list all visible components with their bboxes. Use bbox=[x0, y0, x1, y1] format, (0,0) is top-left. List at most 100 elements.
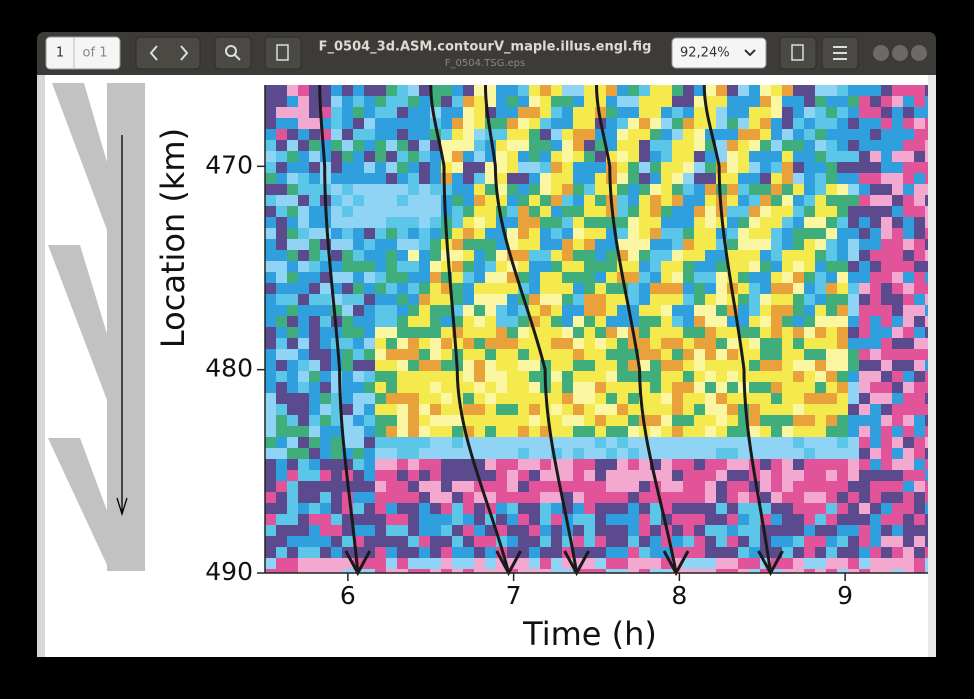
minimize-button[interactable] bbox=[873, 45, 889, 61]
heatmap-cell bbox=[804, 536, 816, 548]
heatmap-cell bbox=[584, 129, 596, 141]
heatmap-cell bbox=[815, 459, 827, 471]
heatmap-cell bbox=[683, 173, 695, 185]
heatmap-cell bbox=[892, 459, 904, 471]
zoom-select[interactable] bbox=[671, 37, 767, 69]
ramp bbox=[48, 438, 118, 565]
heatmap-cell bbox=[518, 481, 530, 493]
heatmap-cell bbox=[881, 195, 893, 207]
heatmap-cell bbox=[507, 569, 519, 573]
heatmap-cell bbox=[595, 327, 607, 339]
heatmap-cell bbox=[408, 272, 420, 284]
heatmap-cell bbox=[804, 448, 816, 460]
heatmap-cell bbox=[705, 525, 717, 537]
heatmap-cell bbox=[595, 228, 607, 240]
heatmap-cell bbox=[320, 283, 332, 295]
heatmap-cell bbox=[661, 481, 673, 493]
heatmap-cell bbox=[925, 503, 928, 515]
heatmap-cell bbox=[881, 250, 893, 262]
heatmap-cell bbox=[463, 261, 475, 273]
heatmap-cell bbox=[925, 261, 928, 273]
heatmap-cell bbox=[540, 558, 552, 570]
heatmap-cell bbox=[914, 536, 926, 548]
heatmap-cell bbox=[738, 536, 750, 548]
heatmap-cell bbox=[573, 239, 585, 251]
heatmap-cell bbox=[309, 558, 321, 570]
heatmap-cell bbox=[661, 437, 673, 449]
heatmap-cell bbox=[265, 107, 277, 119]
heatmap-cell bbox=[298, 140, 310, 152]
heatmap-cell bbox=[716, 129, 728, 141]
close-button[interactable] bbox=[911, 45, 927, 61]
heatmap-cell bbox=[529, 206, 541, 218]
heatmap-cell bbox=[474, 228, 486, 240]
annotate-button[interactable] bbox=[264, 36, 302, 70]
heatmap-cell bbox=[782, 569, 794, 573]
heatmap-cell bbox=[661, 129, 673, 141]
heatmap-cell bbox=[716, 349, 728, 361]
heatmap-cell bbox=[331, 140, 343, 152]
heatmap-cell bbox=[903, 283, 915, 295]
heatmap-cell bbox=[584, 360, 596, 372]
heatmap-cell bbox=[672, 360, 684, 372]
heatmap-cell bbox=[496, 173, 508, 185]
heatmap-cell bbox=[881, 426, 893, 438]
prev-button[interactable] bbox=[149, 45, 158, 61]
heatmap-cell bbox=[727, 514, 739, 526]
heatmap-cell bbox=[342, 448, 354, 460]
heatmap-cell bbox=[760, 426, 772, 438]
heatmap-cell bbox=[617, 173, 629, 185]
heatmap-cell bbox=[694, 371, 706, 383]
next-button[interactable] bbox=[180, 45, 189, 61]
heatmap-cell bbox=[529, 316, 541, 328]
heatmap-cell bbox=[474, 250, 486, 262]
heatmap-cell bbox=[463, 305, 475, 317]
heatmap-cell bbox=[705, 283, 717, 295]
heatmap-cell bbox=[518, 85, 530, 97]
heatmap-cell bbox=[727, 184, 739, 196]
page-number[interactable]: 1 bbox=[56, 46, 64, 61]
heatmap-cell bbox=[309, 536, 321, 548]
heatmap-cell bbox=[342, 162, 354, 174]
heatmap-cell bbox=[683, 459, 695, 471]
heatmap-cell bbox=[320, 536, 332, 548]
heatmap-cell bbox=[386, 162, 398, 174]
heatmap-cell bbox=[584, 140, 596, 152]
heatmap-cell bbox=[881, 514, 893, 526]
heatmap-cell bbox=[276, 481, 288, 493]
heatmap-cell bbox=[903, 129, 915, 141]
heatmap-cell bbox=[485, 151, 497, 163]
heatmap-cell bbox=[771, 316, 783, 328]
heatmap-cell bbox=[419, 140, 431, 152]
heatmap-cell bbox=[573, 459, 585, 471]
heatmap-cell bbox=[595, 448, 607, 460]
heatmap-cell bbox=[419, 327, 431, 339]
heatmap-cell bbox=[518, 569, 530, 573]
maximize-button[interactable] bbox=[892, 45, 908, 61]
heatmap-cell bbox=[650, 525, 662, 537]
heatmap-cell bbox=[782, 151, 794, 163]
heatmap-cell bbox=[705, 239, 717, 251]
page-entry[interactable] bbox=[45, 36, 121, 70]
heatmap-cell bbox=[738, 437, 750, 449]
heatmap-cell bbox=[485, 360, 497, 372]
heatmap-cell bbox=[276, 338, 288, 350]
heatmap-cell bbox=[606, 448, 618, 460]
heatmap-cell bbox=[848, 558, 860, 570]
heatmap-cell bbox=[694, 459, 706, 471]
heatmap-cell bbox=[892, 547, 904, 559]
heatmap-cell bbox=[529, 459, 541, 471]
heatmap-cell bbox=[375, 569, 387, 573]
heatmap-cell bbox=[661, 261, 673, 273]
zoom-value[interactable]: 92,24% bbox=[680, 46, 730, 61]
heatmap-cell bbox=[287, 316, 299, 328]
view-button[interactable] bbox=[779, 36, 817, 70]
heatmap-cell bbox=[595, 316, 607, 328]
heatmap-cell bbox=[837, 184, 849, 196]
heatmap-cell bbox=[507, 184, 519, 196]
heatmap-cell bbox=[815, 250, 827, 262]
heatmap-cell bbox=[837, 481, 849, 493]
search-button[interactable] bbox=[214, 36, 252, 70]
heatmap-cell bbox=[848, 503, 860, 515]
heatmap-cell bbox=[353, 261, 365, 273]
